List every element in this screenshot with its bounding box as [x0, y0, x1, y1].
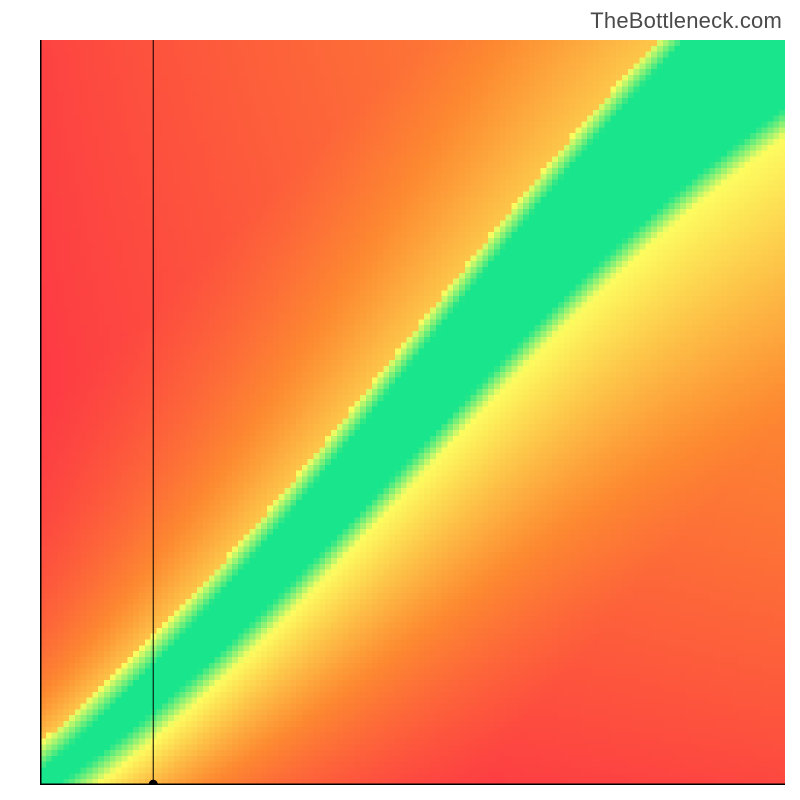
- heatmap-canvas: [40, 40, 785, 785]
- heatmap-chart: [40, 40, 785, 785]
- watermark-text: TheBottleneck.com: [590, 8, 782, 34]
